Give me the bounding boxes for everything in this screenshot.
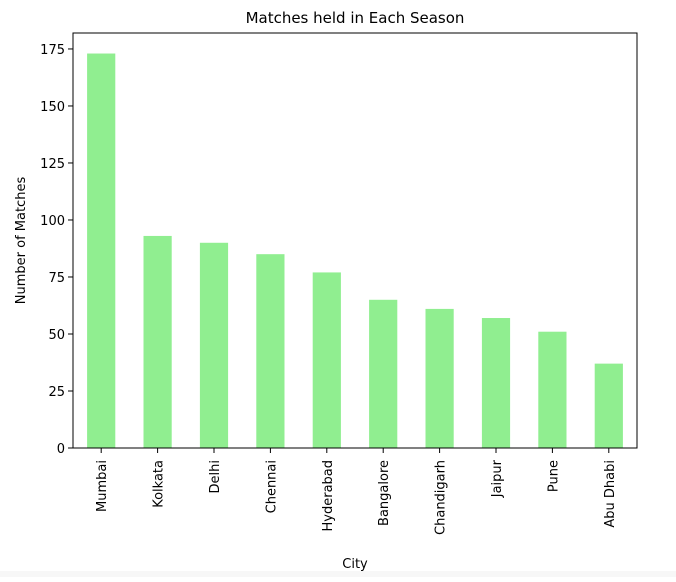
x-tick-label: Delhi: [208, 460, 223, 493]
y-axis-title: Number of Matches: [14, 177, 29, 305]
y-tick-label: 0: [57, 442, 65, 457]
bar-jaipur: [481, 318, 511, 448]
x-tick-label: Bangalore: [377, 460, 392, 526]
y-tick-label: 175: [40, 43, 65, 58]
y-tick-label: 75: [48, 271, 65, 286]
y-axis-ticks: 0 25 50 75 100 125 150 175: [40, 43, 73, 457]
x-tick-label: Jaipur: [490, 459, 505, 498]
bar-chennai: [256, 254, 285, 448]
x-tick-label: Kolkata: [152, 460, 167, 508]
bar-abu-dhabi: [594, 363, 623, 448]
bar-delhi: [199, 242, 229, 448]
plot-frame: [72, 32, 638, 449]
bars-layer: [87, 53, 623, 449]
bar-mumbai: [87, 53, 116, 449]
x-tick-label: Abu Dhabi: [603, 460, 618, 528]
bar-pune: [538, 331, 567, 448]
y-tick-label: 25: [48, 385, 65, 400]
y-tick-label: 150: [40, 100, 65, 115]
y-tick-label: 50: [48, 328, 65, 343]
x-tick-label: Chandigarh: [434, 460, 449, 535]
x-tick-label: Chennai: [264, 460, 279, 513]
chart-title: Matches held in Each Season: [246, 9, 465, 27]
x-tick-label: Pune: [546, 460, 561, 492]
bottom-strip: [0, 571, 676, 577]
bar-hyderabad: [312, 272, 341, 448]
bar-kolkata: [143, 235, 172, 448]
bar-bangalore: [369, 299, 398, 448]
x-axis-ticks: Mumbai Kolkata Delhi Chennai Hyderabad Bangal…: [95, 448, 618, 535]
x-axis-title: City: [342, 557, 368, 572]
x-tick-label: Hyderabad: [321, 460, 336, 532]
y-tick-label: 100: [40, 214, 65, 229]
bar-chandigarh: [425, 308, 454, 448]
y-tick-label: 125: [40, 157, 65, 172]
x-tick-label: Mumbai: [95, 460, 110, 512]
